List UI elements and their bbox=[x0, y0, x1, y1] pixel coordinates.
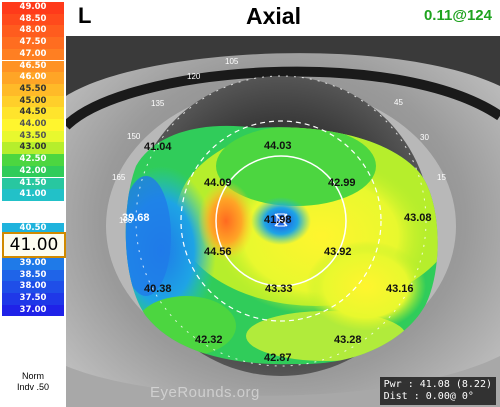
color-map bbox=[125, 125, 438, 365]
map-value: 44.03 bbox=[264, 140, 292, 152]
scale-step: 43.00 bbox=[2, 142, 64, 155]
scale-norm-label: Norm Indv .50 bbox=[0, 371, 66, 393]
scale-step: 41.50 bbox=[2, 177, 64, 190]
scale-step: 46.00 bbox=[2, 72, 64, 84]
map-type-title: Axial bbox=[246, 3, 301, 29]
map-value: 43.28 bbox=[334, 334, 362, 346]
deg-150: 150 bbox=[127, 132, 141, 141]
map-value: 43.16 bbox=[386, 283, 414, 295]
reference-circle-outer bbox=[180, 120, 382, 322]
map-value: 42.87 bbox=[264, 352, 292, 364]
color-scale: 49.00 48.50 48.00 47.50 47.00 46.50 46.00 45.50… bbox=[0, 0, 67, 407]
map-value: 43.92 bbox=[324, 246, 352, 258]
deg-135: 135 bbox=[151, 99, 165, 108]
scale-step: 48.00 bbox=[2, 25, 64, 38]
degree-ring bbox=[135, 75, 427, 367]
scale-step: 48.50 bbox=[2, 13, 64, 26]
scale-step: 37.00 bbox=[2, 304, 64, 317]
map-value: 43.08 bbox=[404, 212, 432, 224]
deg-15: 15 bbox=[437, 173, 446, 182]
scale-step: 37.50 bbox=[2, 293, 64, 305]
scale-step: 44.00 bbox=[2, 119, 64, 131]
scale-step: 47.00 bbox=[2, 48, 64, 61]
apex-marker-icon bbox=[276, 213, 286, 227]
map-value: 44.09 bbox=[204, 177, 232, 189]
current-value-box: 41.00 bbox=[2, 232, 66, 258]
map-value: 42.99 bbox=[328, 177, 356, 189]
norm-line-2: Indv .50 bbox=[16, 382, 50, 392]
scale-step: 44.50 bbox=[2, 107, 64, 119]
deg-105: 105 bbox=[225, 57, 239, 66]
map-svg: 105 120 135 150 165 180 45 30 15 41.04 4… bbox=[66, 36, 500, 407]
map-value: 41.98 bbox=[264, 214, 292, 226]
map-value: 42.32 bbox=[195, 334, 223, 346]
scale-step: 46.50 bbox=[2, 60, 64, 73]
watermark: EyeRounds.org bbox=[150, 384, 260, 401]
scale-step: 45.00 bbox=[2, 95, 64, 108]
scale-step: 45.50 bbox=[2, 83, 64, 96]
deg-120: 120 bbox=[187, 72, 201, 81]
scale-step: 38.50 bbox=[2, 269, 64, 282]
corneal-map-image[interactable]: 105 120 135 150 165 180 45 30 15 41.04 4… bbox=[66, 36, 500, 407]
scale-step: 49.00 bbox=[2, 2, 64, 14]
power-readout: Pwr : 41.08 (8.22) Dist : 0.00@ 0° bbox=[379, 377, 496, 405]
scale-step: 47.50 bbox=[2, 37, 64, 49]
norm-line-1: Norm bbox=[22, 371, 44, 381]
map-value: 40.38 bbox=[144, 283, 172, 295]
deg-180: 180 bbox=[119, 216, 133, 225]
map-header: L Axial 0.11@124 bbox=[66, 0, 500, 36]
scale-step: 41.00 bbox=[2, 189, 64, 201]
deg-30: 30 bbox=[420, 133, 429, 142]
scale-step: 40.50 bbox=[2, 222, 64, 235]
scale-step: 42.50 bbox=[2, 154, 64, 166]
scale-step: 38.00 bbox=[2, 281, 64, 294]
dist-readout: Dist : 0.00@ 0° bbox=[383, 391, 474, 402]
deg-45: 45 bbox=[394, 98, 403, 107]
map-value: 39.68 bbox=[122, 212, 150, 224]
deg-165: 165 bbox=[112, 173, 126, 182]
pwr-readout: Pwr : 41.08 (8.22) bbox=[383, 379, 492, 390]
map-value: 43.33 bbox=[265, 283, 293, 295]
map-value: 41.04 bbox=[144, 141, 172, 153]
map-value: 44.56 bbox=[204, 246, 232, 258]
reference-circle-inner bbox=[215, 155, 347, 287]
index-reading: 0.11@124 bbox=[423, 7, 492, 24]
eye-side-label: L bbox=[78, 3, 92, 28]
lash-line bbox=[66, 66, 500, 130]
scale-step: 42.00 bbox=[2, 165, 64, 178]
scale-step: 39.00 bbox=[2, 258, 64, 270]
scale-step: 43.50 bbox=[2, 130, 64, 143]
upper-lid-shadow bbox=[66, 36, 500, 96]
